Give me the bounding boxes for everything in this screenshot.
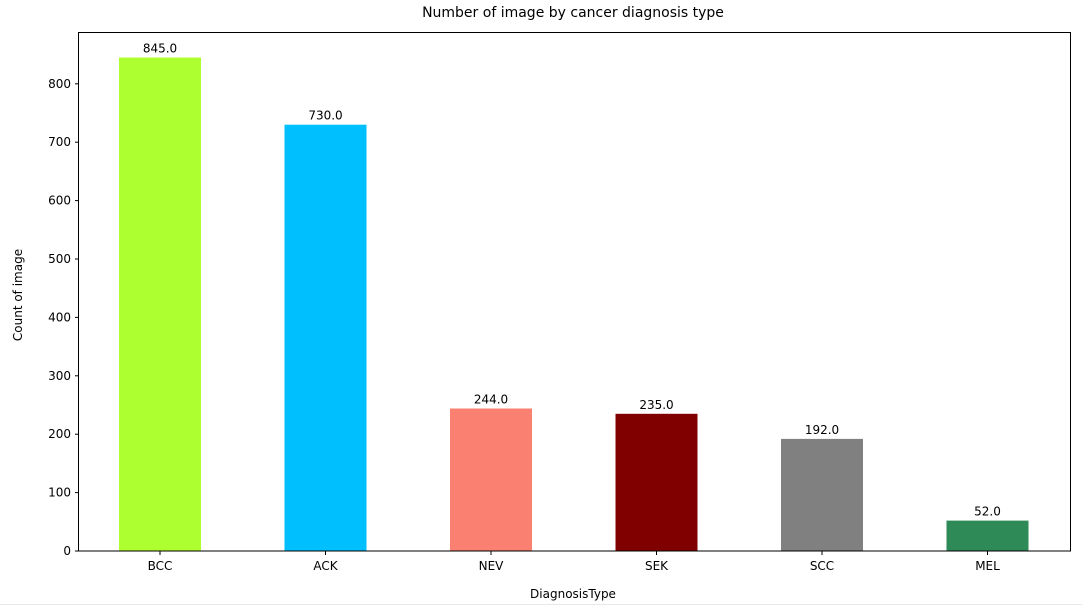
x-axis-ticks: BCC ACK NEV SEK SCC MEL — [148, 551, 1000, 573]
y-axis-ticks: 0 100 200 300 400 500 600 700 800 — [48, 77, 79, 558]
page-divider — [0, 604, 1082, 605]
y-tick-label-200: 200 — [48, 427, 71, 441]
bar-bcc — [119, 57, 201, 551]
bars-layer — [119, 57, 1029, 551]
data-label-scc: 192.0 — [805, 423, 839, 437]
data-label-mel: 52.0 — [974, 505, 1001, 519]
y-tick-label-800: 800 — [48, 77, 71, 91]
data-label-ack: 730.0 — [308, 109, 342, 123]
x-tick-label-nev: NEV — [479, 559, 505, 573]
plot-area-frame — [78, 32, 1071, 552]
x-tick-label-sek: SEK — [645, 559, 669, 573]
bar-nev — [450, 408, 532, 551]
x-tick-label-mel: MEL — [975, 559, 1000, 573]
x-tick-label-bcc: BCC — [148, 559, 173, 573]
data-label-nev: 244.0 — [474, 393, 508, 407]
y-tick-label-500: 500 — [48, 252, 71, 266]
bar-sek — [615, 413, 698, 551]
bar-scc — [781, 438, 863, 551]
x-axis-label: DiagnosisType — [530, 587, 616, 601]
data-label-bcc: 845.0 — [143, 42, 177, 56]
y-tick-label-600: 600 — [48, 194, 71, 208]
y-tick-label-400: 400 — [48, 310, 71, 324]
bar-ack — [284, 124, 367, 551]
bar-mel — [946, 520, 1029, 551]
y-tick-label-700: 700 — [48, 135, 71, 149]
y-axis-label: Count of image — [11, 249, 25, 341]
chart-title: Number of image by cancer diagnosis type — [422, 5, 724, 21]
y-tick-label-100: 100 — [48, 486, 71, 500]
y-tick-label-0: 0 — [63, 544, 71, 558]
data-labels-layer: 845.0 730.0 244.0 235.0 192.0 52.0 — [143, 42, 1001, 519]
y-tick-label-300: 300 — [48, 369, 71, 383]
x-tick-label-scc: SCC — [810, 559, 834, 573]
data-label-sek: 235.0 — [639, 398, 673, 412]
x-tick-label-ack: ACK — [313, 559, 338, 573]
